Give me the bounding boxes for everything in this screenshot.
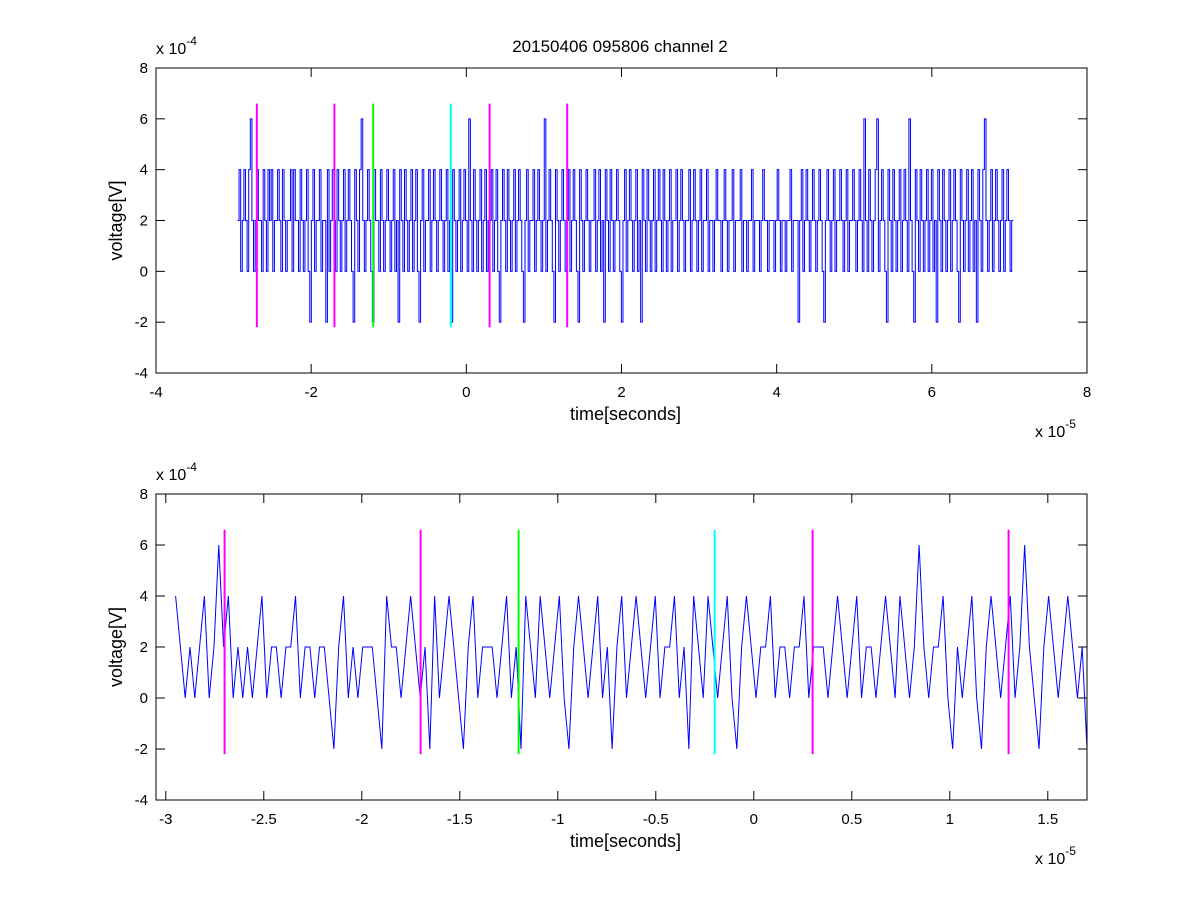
x-axis-label: time[seconds] xyxy=(570,831,681,851)
y-tick-label: 4 xyxy=(140,588,148,605)
x-multiplier-exponent: -5 xyxy=(1065,844,1076,858)
x-tick-label: 2 xyxy=(617,384,625,401)
x-tick-label: 4 xyxy=(772,384,780,401)
x-multiplier-base: x 10 xyxy=(1035,424,1065,441)
x-tick-label: 6 xyxy=(928,384,936,401)
x-axis-multiplier: x 10-5 xyxy=(1035,844,1076,868)
x-tick-label: -2 xyxy=(304,384,317,401)
y-tick-label: -2 xyxy=(135,314,148,331)
x-tick-label: 1.5 xyxy=(1037,811,1058,828)
y-tick-label: 6 xyxy=(140,537,148,554)
y-tick-label: 0 xyxy=(140,263,148,280)
x-multiplier-exponent: -5 xyxy=(1065,417,1076,431)
y-tick-label: 4 xyxy=(140,162,148,179)
x-tick-label: -1.5 xyxy=(447,811,473,828)
y-tick-label: -4 xyxy=(135,792,148,809)
y-multiplier-base: x 10 xyxy=(156,467,186,484)
y-tick-label: -4 xyxy=(135,365,148,382)
x-tick-label: 1 xyxy=(946,811,954,828)
y-axis-label: voltage[V] xyxy=(106,180,126,260)
x-tick-label: -3 xyxy=(159,811,172,828)
y-multiplier-base: x 10 xyxy=(156,41,186,58)
x-tick-label: 8 xyxy=(1083,384,1091,401)
x-tick-label: -2 xyxy=(355,811,368,828)
x-multiplier-base: x 10 xyxy=(1035,851,1065,868)
top-plot-panel: -4 -2 0 2 4 6 8 -4 -2 0 2 4 6 8 time[seconds] voltage[V… xyxy=(106,34,1091,441)
x-axis-multiplier: x 10-5 xyxy=(1035,417,1076,441)
x-tick-label: -0.5 xyxy=(643,811,669,828)
y-axis-multiplier: x 10-4 xyxy=(156,34,197,58)
y-tick-label: 8 xyxy=(140,60,148,77)
x-tick-label: 0 xyxy=(462,384,470,401)
y-axis-label: voltage[V] xyxy=(106,607,126,687)
bottom-plot-panel: -3 -2.5 -2 -1.5 -1 -0.5 0 0.5 1 1.5 -4 -2 0 2 4 6 8 time[… xyxy=(106,460,1088,868)
y-multiplier-exponent: -4 xyxy=(186,460,197,474)
x-tick-label: -2.5 xyxy=(251,811,277,828)
x-tick-label: 0 xyxy=(750,811,758,828)
y-tick-label: 2 xyxy=(140,213,148,230)
signal-series-line xyxy=(175,544,1088,750)
x-tick-label: -4 xyxy=(149,384,162,401)
y-axis-multiplier: x 10-4 xyxy=(156,460,197,484)
y-tick-label: 2 xyxy=(140,639,148,656)
y-tick-label: 8 xyxy=(140,486,148,503)
figure-title: 20150406 095806 channel 2 xyxy=(512,37,728,56)
x-axis-label: time[seconds] xyxy=(570,404,681,424)
y-tick-label: -2 xyxy=(135,741,148,758)
signal-series-line xyxy=(237,118,1014,323)
x-tick-label: 0.5 xyxy=(841,811,862,828)
y-tick-label: 6 xyxy=(140,111,148,128)
y-tick-label: 0 xyxy=(140,690,148,707)
x-tick-label: -1 xyxy=(551,811,564,828)
y-multiplier-exponent: -4 xyxy=(186,34,197,48)
